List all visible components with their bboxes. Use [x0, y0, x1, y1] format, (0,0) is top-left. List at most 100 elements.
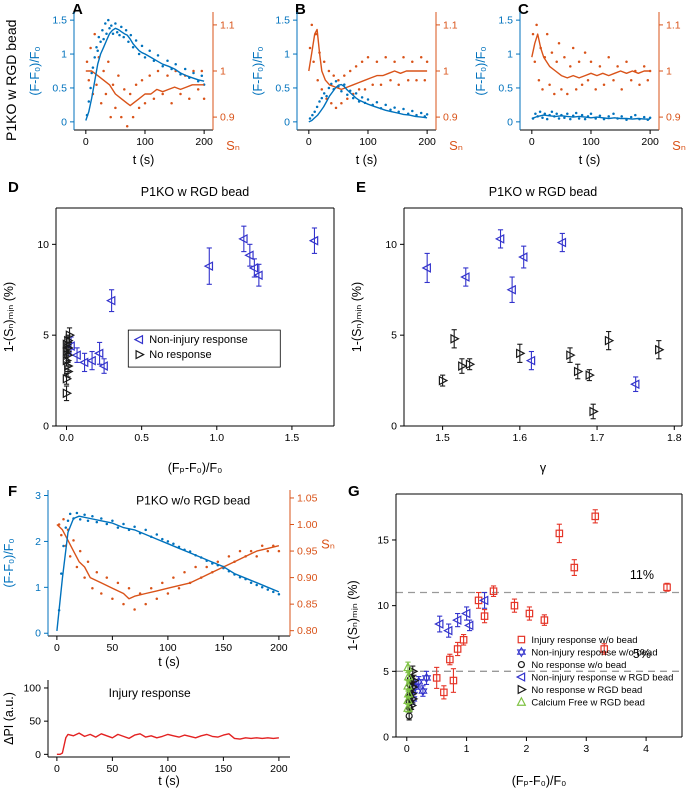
svg-text:150: 150: [215, 763, 233, 775]
svg-text:0.90: 0.90: [297, 572, 318, 584]
svg-text:No response w/o bead: No response w/o bead: [531, 660, 626, 671]
svg-text:10: 10: [37, 239, 49, 251]
svg-text:Non-injury response w/o bead: Non-injury response w/o bead: [531, 648, 657, 659]
panel-a-chart: 0 100 200 0 0.5 1 1.5 0.9 1 1.1 t (s) (F-F₀)/F₀ Sₙ: [28, 12, 240, 167]
svg-text:2: 2: [524, 743, 530, 755]
panel-c-chart: 0 100 200 0 0.5 1 1.5 0.9 1 1.1 t (s) (F-F₀)/F₀ Sₙ: [474, 12, 686, 167]
panel-letter-b: B: [295, 1, 306, 18]
svg-text:2: 2: [35, 536, 41, 548]
svg-text:200: 200: [418, 136, 436, 148]
svg-text:0: 0: [383, 732, 389, 744]
svg-text:0.5: 0.5: [134, 432, 149, 444]
svg-text:1.8: 1.8: [667, 432, 682, 444]
panel-d-chart: 0.0 0.5 1.0 1.5 0 5 10 (Fₚ-F₀)/F₀ 1-(Sₙ)ₘᵢₙ (%) P…: [2, 185, 335, 475]
svg-text:1.0: 1.0: [209, 432, 224, 444]
svg-text:0: 0: [43, 421, 49, 433]
svg-text:1: 1: [220, 66, 226, 78]
svg-text:50: 50: [107, 763, 119, 775]
svg-text:P1KO w RGD bead: P1KO w RGD bead: [489, 185, 597, 199]
svg-text:0: 0: [54, 642, 60, 654]
svg-text:150: 150: [215, 642, 233, 654]
svg-text:1.5: 1.5: [285, 432, 300, 444]
svg-text:4: 4: [643, 743, 649, 755]
svg-text:1: 1: [35, 582, 41, 594]
svg-text:Non-injury response: Non-injury response: [149, 334, 247, 346]
svg-text:1.7: 1.7: [590, 432, 605, 444]
svg-text:t (s): t (s): [158, 655, 180, 669]
panel-letter-f: F: [8, 483, 18, 500]
panel-b-chart: 0 100 200 0 0.5 1 1.5 0.9 1 1.1 t (s) (F-F₀)/F₀ Sₙ: [251, 12, 463, 167]
svg-text:50: 50: [29, 716, 41, 728]
svg-text:1: 1: [61, 49, 67, 61]
svg-text:0: 0: [35, 628, 41, 640]
svg-text:100: 100: [159, 763, 177, 775]
svg-text:0.80: 0.80: [297, 625, 318, 637]
svg-text:5: 5: [43, 330, 49, 342]
svg-text:100: 100: [359, 136, 377, 148]
svg-text:1.1: 1.1: [443, 19, 458, 31]
svg-text:15: 15: [377, 534, 389, 546]
svg-text:5: 5: [391, 330, 397, 342]
panel-letter-e: E: [356, 179, 367, 196]
row-label: P1KO w RGD bead: [3, 19, 19, 141]
svg-text:Sₙ: Sₙ: [672, 138, 686, 153]
svg-text:5%: 5%: [633, 647, 651, 661]
svg-text:t (s): t (s): [158, 774, 180, 788]
svg-text:(F-F₀)/F₀: (F-F₀)/F₀: [28, 46, 42, 95]
panel-letter-g: G: [348, 483, 360, 500]
svg-text:(F-F₀)/F₀: (F-F₀)/F₀: [251, 46, 265, 95]
svg-text:10: 10: [377, 600, 389, 612]
svg-text:1.6: 1.6: [513, 432, 528, 444]
panel-f-top-chart: 0 50 100 150 200 0 1 2 3 0.80 0.85 0.90 0.95 1.00 1.05…: [2, 490, 335, 669]
svg-text:1.00: 1.00: [297, 519, 318, 531]
svg-text:Sₙ: Sₙ: [321, 536, 335, 551]
svg-text:Injury response: Injury response: [109, 686, 191, 700]
svg-text:1-(Sₙ)ₘᵢₙ (%): 1-(Sₙ)ₘᵢₙ (%): [346, 580, 360, 650]
svg-text:1: 1: [443, 66, 449, 78]
svg-text:1: 1: [507, 49, 513, 61]
svg-text:0.0: 0.0: [59, 432, 74, 444]
svg-text:0: 0: [54, 763, 60, 775]
svg-text:(F-F₀)/F₀: (F-F₀)/F₀: [474, 46, 488, 95]
svg-text:(F-F₀)/F₀: (F-F₀)/F₀: [2, 538, 16, 587]
svg-text:t (s): t (s): [579, 153, 601, 167]
svg-text:1-(Sₙ)ₘᵢₙ (%): 1-(Sₙ)ₘᵢₙ (%): [350, 282, 364, 352]
svg-text:200: 200: [641, 136, 659, 148]
svg-text:200: 200: [195, 136, 213, 148]
svg-text:0.85: 0.85: [297, 599, 318, 611]
svg-text:Calcium Free w RGD bead: Calcium Free w RGD bead: [531, 698, 645, 709]
svg-text:1.1: 1.1: [666, 19, 681, 31]
svg-text:γ: γ: [540, 461, 547, 475]
svg-text:0.9: 0.9: [220, 112, 235, 124]
svg-text:t (s): t (s): [133, 153, 155, 167]
svg-text:1: 1: [666, 66, 672, 78]
svg-text:P1KO w RGD bead: P1KO w RGD bead: [141, 185, 249, 199]
panel-letter-a: A: [72, 1, 83, 18]
panel-letter-c: C: [518, 1, 529, 18]
svg-text:0: 0: [35, 749, 41, 761]
svg-text:1-(Sₙ)ₘᵢₙ (%): 1-(Sₙ)ₘᵢₙ (%): [2, 282, 16, 352]
svg-text:0.95: 0.95: [297, 546, 318, 558]
panel-letter-d: D: [8, 179, 19, 196]
svg-text:50: 50: [107, 642, 119, 654]
svg-text:1: 1: [284, 49, 290, 61]
svg-text:100: 100: [136, 136, 154, 148]
svg-text:1.1: 1.1: [220, 19, 235, 31]
svg-text:1: 1: [464, 743, 470, 755]
svg-text:(Fₚ-F₀)/F₀: (Fₚ-F₀)/F₀: [168, 461, 223, 475]
svg-text:Sₙ: Sₙ: [226, 138, 240, 153]
svg-text:10: 10: [385, 239, 397, 251]
svg-text:Non-injury response w RGD bead: Non-injury response w RGD bead: [531, 673, 673, 684]
svg-text:P1KO w/o RGD bead: P1KO w/o RGD bead: [136, 494, 250, 508]
svg-text:Injury response w/o bead: Injury response w/o bead: [531, 635, 637, 646]
svg-text:0.5: 0.5: [275, 82, 290, 94]
svg-text:1.5: 1.5: [275, 15, 290, 27]
svg-text:1.5: 1.5: [435, 432, 450, 444]
svg-text:0: 0: [391, 421, 397, 433]
svg-text:No response w RGD bead: No response w RGD bead: [531, 685, 642, 696]
svg-text:0.9: 0.9: [443, 112, 458, 124]
svg-text:200: 200: [270, 642, 288, 654]
svg-text:ΔPI (a.u.): ΔPI (a.u.): [2, 692, 16, 745]
